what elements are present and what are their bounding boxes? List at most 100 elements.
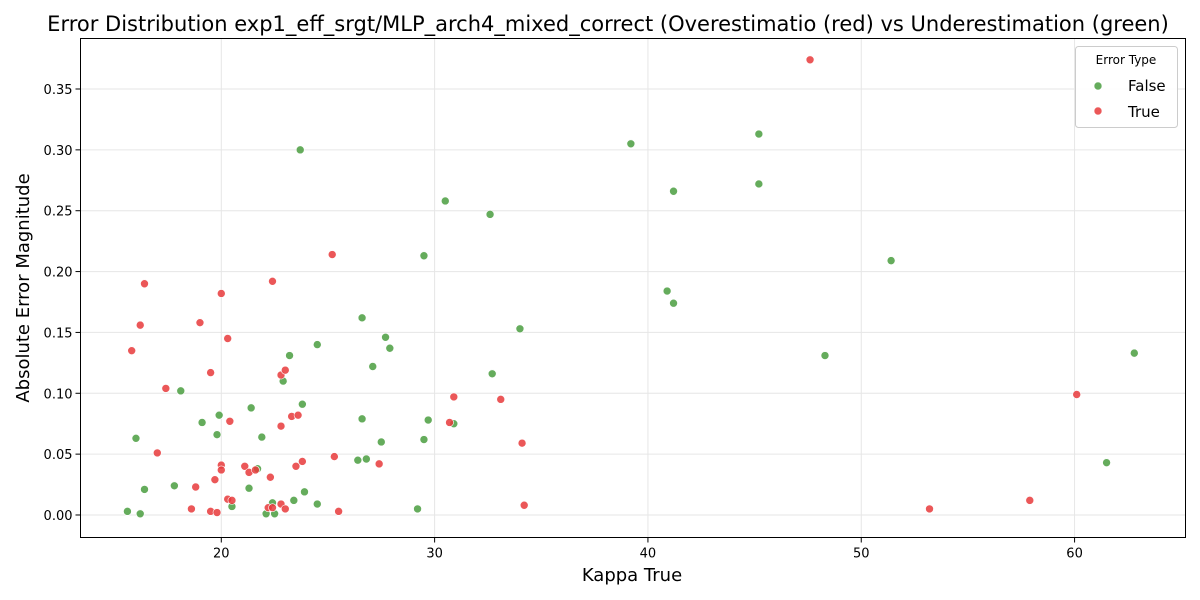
- scatter-point-false: [662, 286, 672, 296]
- scatter-point-true: [280, 504, 290, 514]
- plot-frame: [80, 38, 1186, 538]
- scatter-point-false: [419, 435, 429, 444]
- scatter-point-false: [368, 362, 378, 371]
- scatter-point-false: [423, 415, 433, 425]
- x-tick-label: 60: [1066, 547, 1083, 562]
- scatter-point-false: [353, 455, 363, 465]
- scatter-point-true: [191, 482, 200, 492]
- scatter-point-false: [754, 129, 764, 139]
- scatter-point-true: [298, 457, 307, 466]
- scatter-point-false: [413, 504, 422, 514]
- scatter-point-true: [212, 508, 222, 517]
- scatter-point-true: [266, 472, 275, 482]
- x-axis-label: Kappa True: [582, 565, 682, 586]
- scatter-point-false: [140, 485, 149, 494]
- scatter-point-false: [300, 487, 309, 497]
- scatter-point-true: [268, 277, 277, 286]
- scatter-point-false: [357, 313, 367, 323]
- scatter-point-true: [1072, 390, 1082, 399]
- legend-marker-true: [1093, 106, 1103, 116]
- scatter-point-false: [886, 256, 896, 265]
- scatter-point-true: [517, 438, 527, 448]
- scatter-point-true: [276, 421, 286, 431]
- scatter-point-true: [161, 384, 171, 393]
- scatter-point-false: [244, 483, 254, 493]
- scatter-point-true: [206, 368, 215, 377]
- scatter-point-false: [485, 210, 495, 219]
- scatter-point-true: [519, 500, 529, 510]
- legend-title: Error Type: [1096, 53, 1157, 67]
- y-axis-label: Absolute Error Magnitude: [13, 173, 34, 402]
- scatter-point-false: [176, 386, 186, 396]
- data-points: [123, 55, 1139, 519]
- scatter-point-false: [754, 179, 764, 189]
- scatter-point-true: [805, 55, 815, 65]
- scatter-point-true: [1025, 496, 1035, 505]
- scatter-point-false: [376, 437, 386, 447]
- scatter-point-false: [289, 496, 299, 505]
- scatter-point-true: [334, 507, 343, 516]
- y-tick-label: 0.35: [44, 83, 73, 98]
- legend-marker-false: [1093, 81, 1103, 91]
- scatter-point-false: [515, 324, 525, 334]
- scatter-point-false: [669, 186, 678, 196]
- scatter-point-true: [925, 504, 934, 514]
- y-tick-label: 0.25: [44, 205, 73, 220]
- legend-box: [1075, 46, 1178, 128]
- scatter-point-false: [197, 418, 207, 427]
- x-tick-label: 50: [853, 547, 870, 562]
- scatter-point-true: [291, 462, 301, 471]
- scatter-point-true: [449, 392, 459, 402]
- scatter-point-false: [212, 430, 222, 439]
- scatter-point-true: [216, 289, 226, 298]
- scatter-point-true: [187, 504, 196, 514]
- x-tick-label: 20: [213, 547, 230, 562]
- scatter-point-false: [257, 432, 267, 442]
- y-tick-label: 0.00: [44, 509, 73, 524]
- scatter-point-false: [487, 369, 497, 379]
- legend-label-true: True: [1127, 103, 1160, 121]
- scatter-point-true: [216, 465, 226, 475]
- scatter-point-false: [820, 351, 830, 360]
- scatter-point-true: [280, 365, 290, 375]
- scatter-point-true: [225, 416, 235, 426]
- scatter-point-false: [440, 196, 450, 206]
- scatter-point-false: [135, 509, 145, 519]
- scatter-point-true: [227, 496, 237, 505]
- chart-title: Error Distribution exp1_eff_srgt/MLP_arc…: [47, 12, 1169, 37]
- scatter-point-true: [327, 250, 337, 259]
- scatter-point-false: [298, 399, 307, 409]
- y-tick-label: 0.05: [44, 448, 73, 463]
- y-tick-label: 0.15: [44, 326, 73, 341]
- y-axis-ticks: 0.00 0.05 0.10 0.15 0.20 0.25 0.30 0.35: [44, 83, 81, 524]
- x-tick-label: 40: [640, 547, 657, 562]
- scatter-point-false: [312, 499, 322, 509]
- scatter-point-false: [357, 414, 367, 424]
- scatter-point-true: [210, 475, 220, 484]
- scatter-point-false: [362, 454, 371, 464]
- legend-label-false: False: [1128, 77, 1166, 95]
- scatter-point-false: [295, 145, 305, 155]
- x-axis-ticks: 20 30 40 50 60: [213, 537, 1083, 562]
- scatter-point-true: [268, 503, 277, 512]
- scatter-point-true: [240, 462, 250, 471]
- scatter-point-false: [381, 332, 390, 342]
- scatter-point-true: [195, 318, 205, 327]
- scatter-point-false: [312, 340, 322, 349]
- scatter-point-false: [669, 298, 678, 308]
- scatter-point-false: [131, 434, 141, 443]
- scatter-point-false: [214, 410, 224, 420]
- x-tick-label: 30: [426, 547, 443, 562]
- scatter-point-true: [127, 346, 136, 355]
- legend: Error Type False True: [1075, 46, 1178, 128]
- scatter-point-true: [140, 279, 149, 289]
- scatter-point-false: [1130, 348, 1139, 358]
- scatter-point-false: [285, 351, 294, 360]
- scatter-point-false: [170, 481, 179, 491]
- scatter-point-true: [223, 334, 232, 343]
- scatter-point-true: [496, 395, 506, 404]
- scatter-point-true: [251, 465, 260, 475]
- scatter-point-false: [123, 507, 132, 516]
- scatter-point-false: [626, 139, 636, 149]
- y-tick-label: 0.30: [44, 144, 73, 159]
